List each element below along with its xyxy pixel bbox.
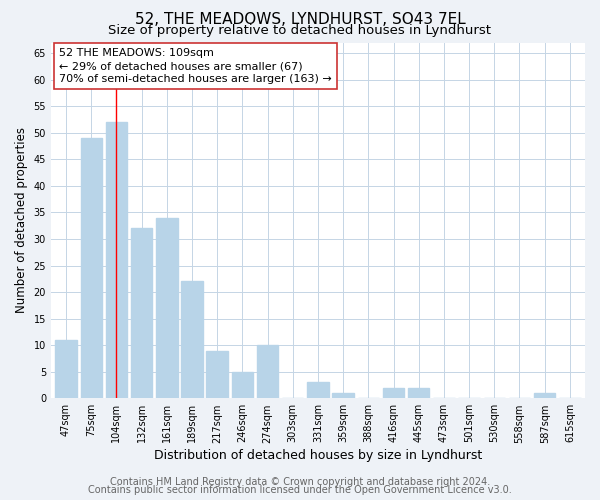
Bar bbox=[131, 228, 152, 398]
Bar bbox=[156, 218, 178, 398]
Bar bbox=[307, 382, 329, 398]
Text: 52, THE MEADOWS, LYNDHURST, SO43 7EL: 52, THE MEADOWS, LYNDHURST, SO43 7EL bbox=[134, 12, 466, 28]
Bar bbox=[332, 393, 354, 398]
Bar bbox=[257, 345, 278, 399]
Bar bbox=[80, 138, 102, 398]
X-axis label: Distribution of detached houses by size in Lyndhurst: Distribution of detached houses by size … bbox=[154, 450, 482, 462]
Text: Size of property relative to detached houses in Lyndhurst: Size of property relative to detached ho… bbox=[109, 24, 491, 37]
Bar bbox=[55, 340, 77, 398]
Bar bbox=[206, 350, 228, 399]
Bar bbox=[383, 388, 404, 398]
Bar bbox=[106, 122, 127, 398]
Text: Contains HM Land Registry data © Crown copyright and database right 2024.: Contains HM Land Registry data © Crown c… bbox=[110, 477, 490, 487]
Text: Contains public sector information licensed under the Open Government Licence v3: Contains public sector information licen… bbox=[88, 485, 512, 495]
Bar bbox=[181, 282, 203, 399]
Y-axis label: Number of detached properties: Number of detached properties bbox=[15, 128, 28, 314]
Text: 52 THE MEADOWS: 109sqm
← 29% of detached houses are smaller (67)
70% of semi-det: 52 THE MEADOWS: 109sqm ← 29% of detached… bbox=[59, 48, 332, 84]
Bar bbox=[534, 393, 556, 398]
Bar bbox=[232, 372, 253, 398]
Bar bbox=[408, 388, 430, 398]
